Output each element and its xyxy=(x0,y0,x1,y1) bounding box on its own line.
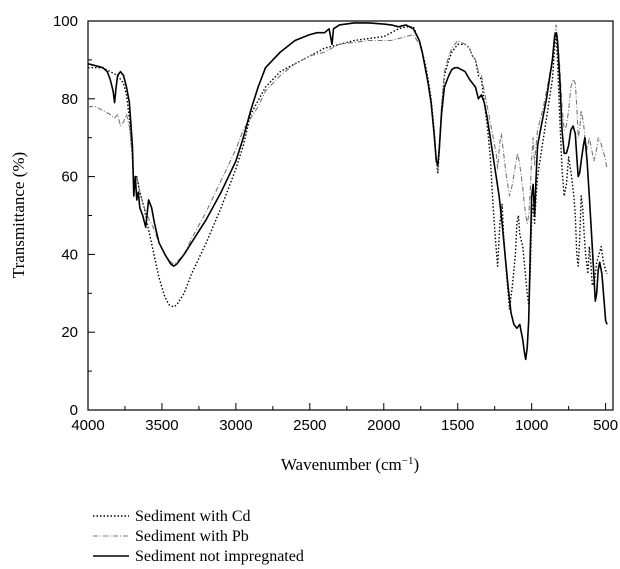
legend-item-pb: Sediment with Pb xyxy=(93,528,249,545)
series-layer xyxy=(87,22,608,361)
x-tick-label: 3000 xyxy=(219,417,252,434)
y-tick-label: 0 xyxy=(70,402,78,419)
series-line-not-impregnated xyxy=(87,22,608,361)
x-tick-label: 4000 xyxy=(71,417,104,434)
x-axis: 4000 3500 3000 2500 2000 1500 1000 500 xyxy=(71,403,618,434)
legend-label-cd: Sediment with Cd xyxy=(135,508,251,525)
legend: Sediment with Cd Sediment with Pb Sedime… xyxy=(93,508,304,565)
legend-label-pb: Sediment with Pb xyxy=(135,528,249,545)
y-tick-label: 20 xyxy=(61,324,78,341)
x-tick-label: 2000 xyxy=(367,417,400,434)
x-tick-label: 1000 xyxy=(515,417,548,434)
y-tick-label: 80 xyxy=(61,91,78,108)
x-axis-title: Wavenumber (cm−1) xyxy=(281,455,419,474)
x-tick-label: 2500 xyxy=(293,417,326,434)
legend-label-not-impregnated: Sediment not impregnated xyxy=(135,548,304,565)
legend-item-not-impregnated: Sediment not impregnated xyxy=(93,548,304,565)
series-line-pb xyxy=(88,24,608,265)
y-tick-label: 60 xyxy=(61,169,78,186)
y-axis-title: Transmittance (%) xyxy=(9,152,28,278)
y-tick-label: 40 xyxy=(61,246,78,263)
legend-item-cd: Sediment with Cd xyxy=(93,508,251,525)
x-tick-label: 3500 xyxy=(145,417,178,434)
x-tick-label: 1500 xyxy=(441,417,474,434)
y-axis: 0 20 40 60 80 100 xyxy=(53,13,95,419)
x-tick-label: 500 xyxy=(593,417,618,434)
y-tick-label: 100 xyxy=(53,13,78,30)
